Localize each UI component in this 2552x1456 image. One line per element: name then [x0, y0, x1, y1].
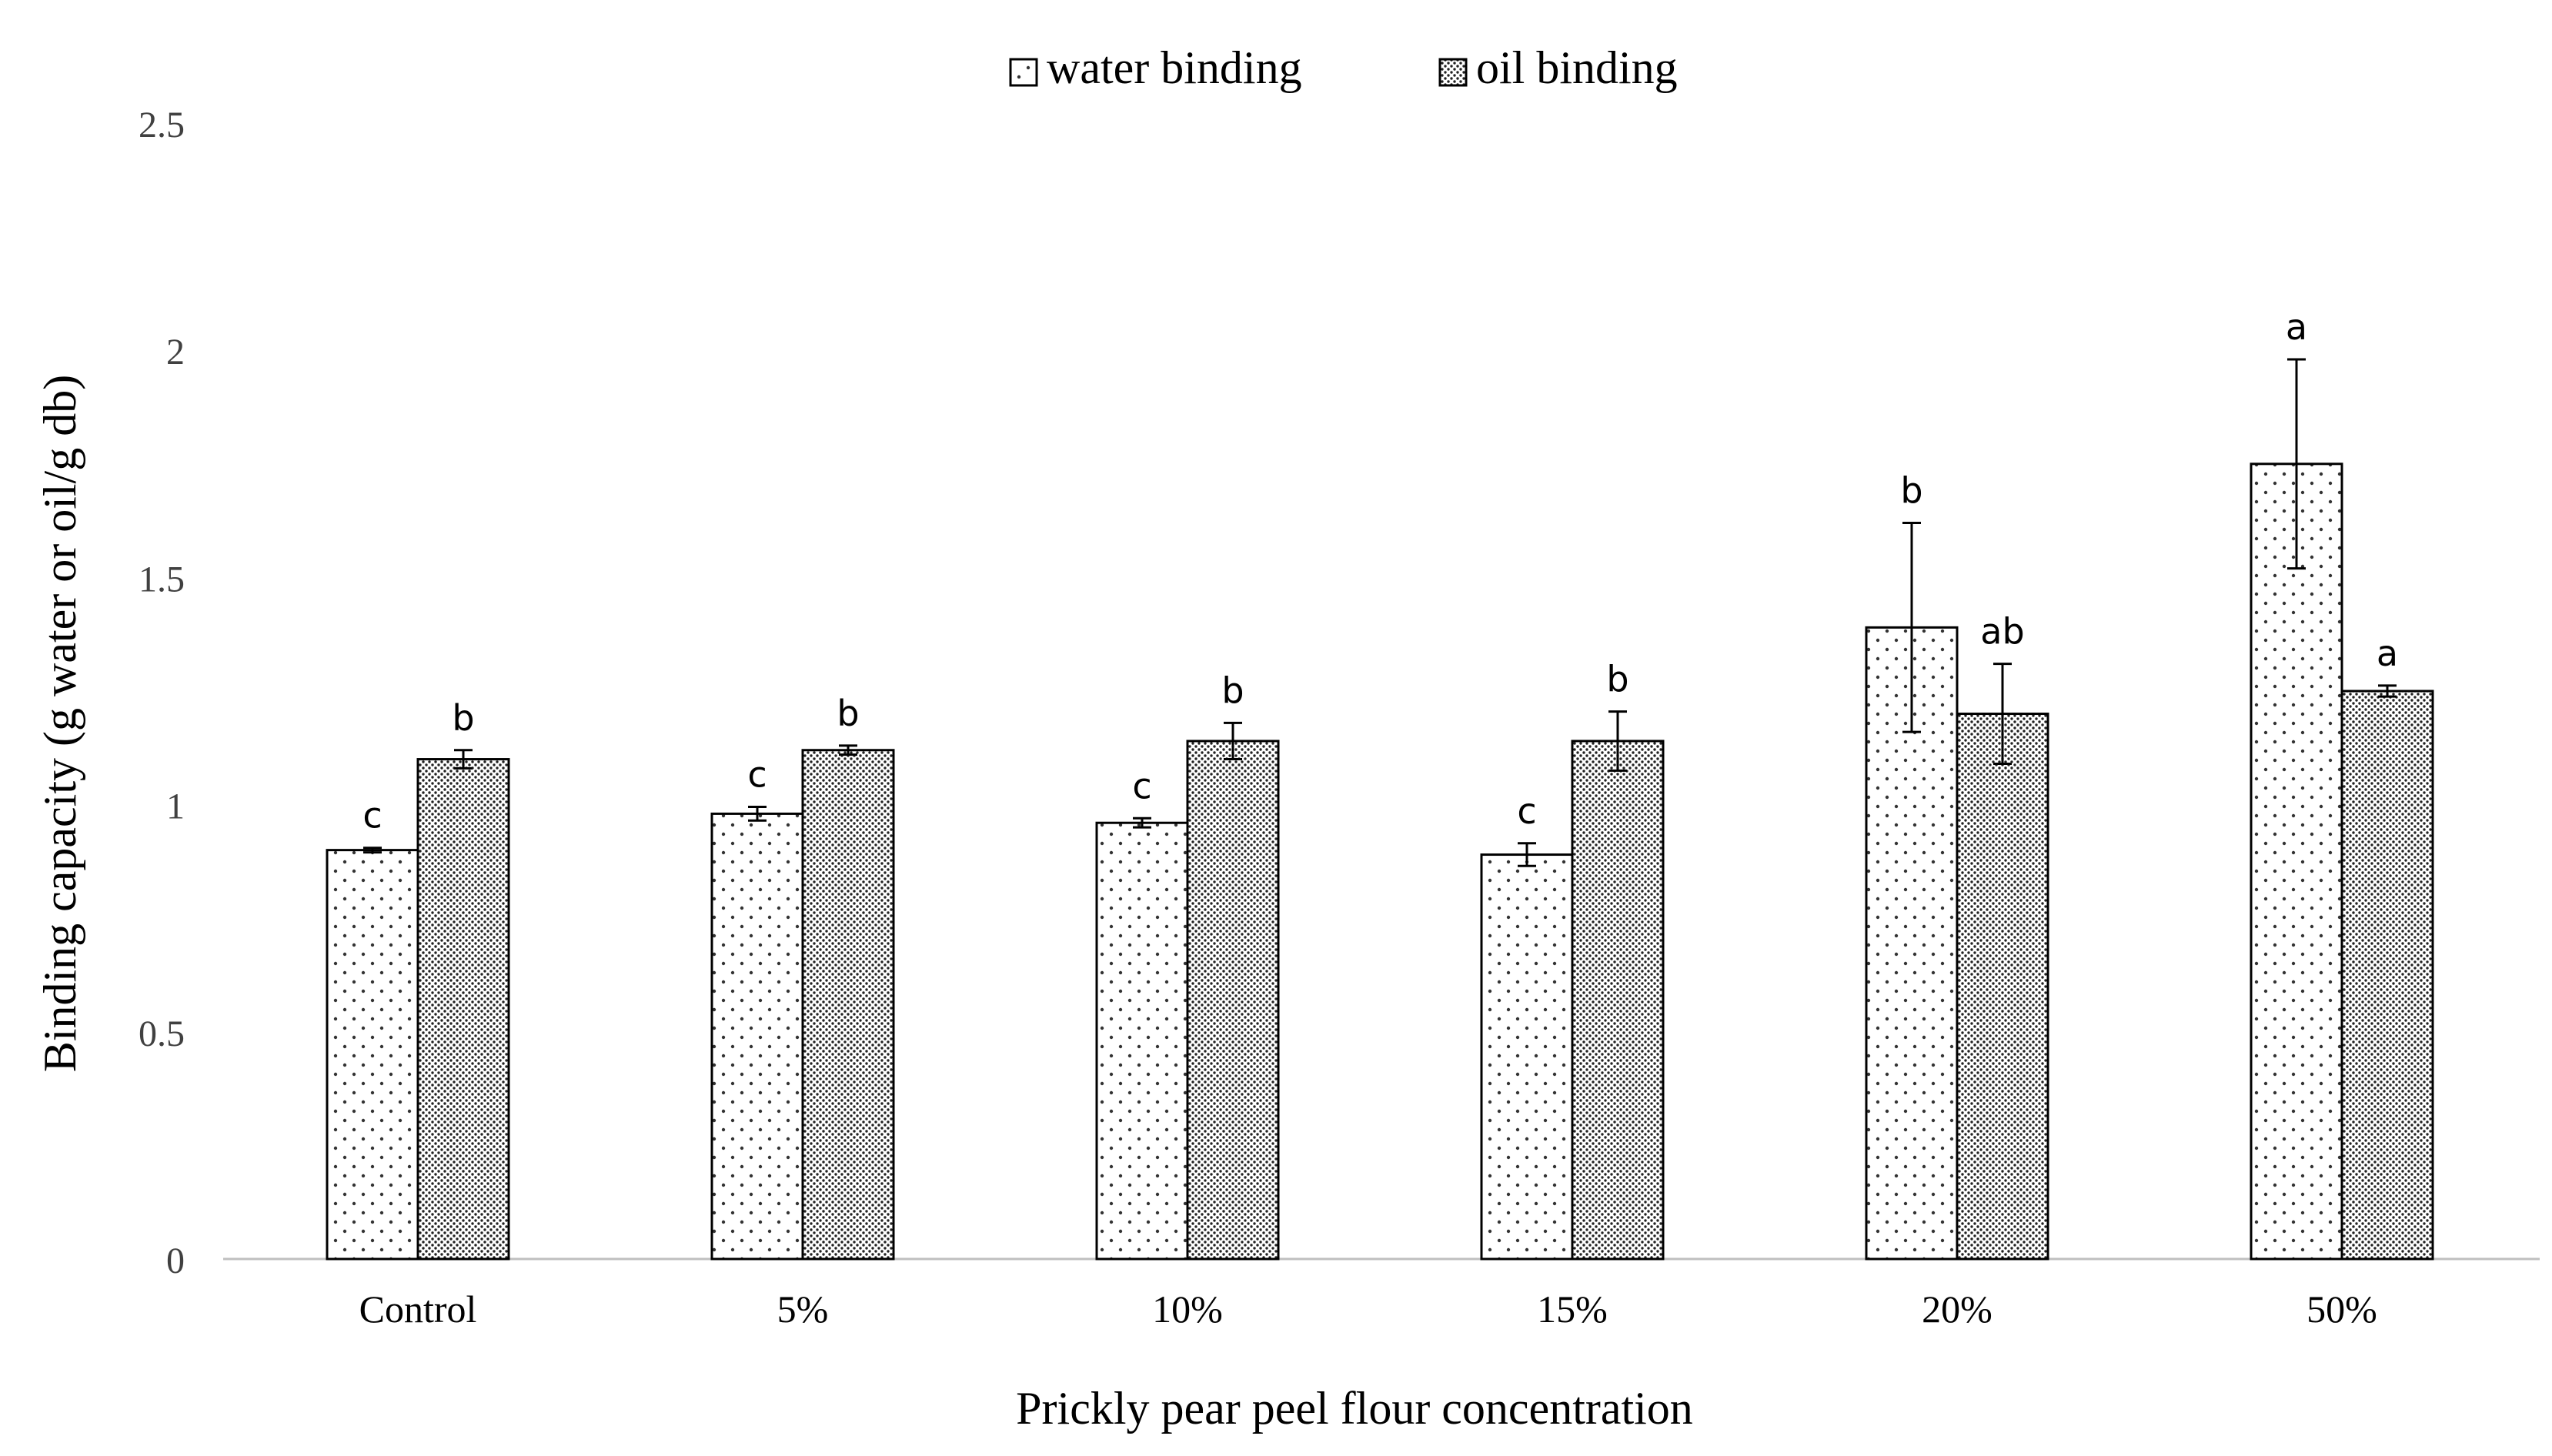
- legend-label-water: water binding: [1047, 42, 1302, 93]
- significance-letter-oil-binding: b: [837, 693, 859, 734]
- y-tick-label: 2: [166, 332, 185, 372]
- y-axis-ticks: 0 0.5 1 1.5 2 2.5: [139, 105, 185, 1281]
- significance-letter-oil-binding: a: [2377, 633, 2398, 674]
- x-tick-label: 10%: [1152, 1287, 1223, 1331]
- x-tick-label: 20%: [1922, 1287, 1992, 1331]
- bar-water-binding: [1095, 821, 1189, 1261]
- bar-water-binding: [710, 812, 804, 1261]
- x-tick-label: Control: [359, 1287, 477, 1331]
- y-tick-label: 0.5: [139, 1014, 185, 1054]
- bar-oil-binding: [416, 758, 510, 1261]
- bar-oil-binding: [2340, 690, 2434, 1261]
- significance-letter-water-binding: a: [2286, 306, 2307, 348]
- significance-letter-oil-binding: b: [1221, 670, 1244, 711]
- bar-oil-binding: [1186, 740, 1280, 1261]
- bar-oil-binding: [1956, 713, 2049, 1261]
- x-axis-ticks: Control 5% 10% 15% 20% 50%: [359, 1287, 2377, 1331]
- x-tick-label: 50%: [2306, 1287, 2377, 1331]
- x-tick-label: 5%: [777, 1287, 829, 1331]
- y-axis-label: Binding capacity (g water or oil/g db): [35, 375, 85, 1072]
- legend-label-oil: oil binding: [1476, 42, 1678, 93]
- bar-oil-binding: [801, 749, 895, 1261]
- legend: water binding oil binding: [1009, 42, 1678, 93]
- y-tick-label: 1: [166, 786, 185, 827]
- significance-letter-water-binding: b: [1900, 470, 1922, 512]
- significance-letter-water-binding: c: [1517, 790, 1536, 832]
- bar-water-binding: [1480, 853, 1574, 1261]
- legend-swatch-oil: [1438, 58, 1468, 87]
- x-axis-label: Prickly pear peel flour concentration: [1016, 1383, 1693, 1434]
- plot-area: c b c b c b c b b ab a a: [223, 306, 2540, 1261]
- bar-water-binding: [326, 849, 419, 1261]
- y-tick-label: 1.5: [139, 559, 185, 599]
- bar-oil-binding: [1571, 740, 1665, 1261]
- bar-water-binding: [2250, 463, 2343, 1261]
- significance-letter-oil-binding: b: [1606, 659, 1628, 700]
- x-tick-label: 15%: [1537, 1287, 1608, 1331]
- significance-letter-oil-binding: ab: [1980, 611, 2024, 653]
- significance-letter-water-binding: c: [362, 795, 382, 837]
- significance-letter-water-binding: c: [1132, 765, 1151, 806]
- significance-letter-water-binding: c: [747, 754, 767, 796]
- significance-letter-oil-binding: b: [452, 697, 474, 739]
- y-tick-label: 2.5: [139, 105, 185, 145]
- y-tick-label: 0: [166, 1241, 185, 1281]
- legend-swatch-water: [1009, 58, 1038, 87]
